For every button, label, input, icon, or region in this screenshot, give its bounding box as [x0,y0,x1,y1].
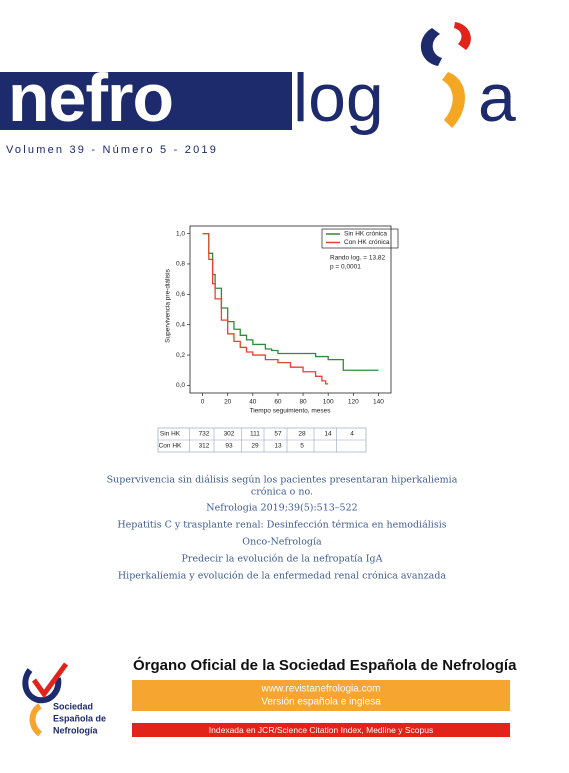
x-tick-label: 40 [249,399,257,406]
risk-table-cell: 29 [251,443,259,450]
legend-label: Sin HK crónica [344,231,387,238]
caption: Predecir la evolución de la nefropatía I… [182,554,383,565]
caption: Hiperkaliemia y evolución de la enfermed… [118,571,447,582]
y-tick-label: 1,0 [176,230,185,237]
edition: Versión española e inglesa [261,697,381,708]
index-band [132,723,510,737]
risk-table-cell: 93 [225,443,233,450]
risk-table-cell: 13 [274,443,282,450]
risk-table-cell: Sin HK [160,431,181,438]
url: www.revistanefrologia.com [261,684,381,695]
caption: Onco-Nefrología [242,537,322,548]
annotation: p = 0,0001 [330,264,361,271]
logo-band [0,72,292,130]
x-tick-label: 140 [373,399,384,406]
y-axis-label: Supervivencia pre-diálisis [165,268,172,342]
risk-table-cell: Con HK [159,443,182,450]
risk-table-cell: 5 [300,443,304,450]
caption: Hepatitis C y trasplante renal: Desinfec… [117,520,446,531]
logo-text: a [478,60,516,136]
x-tick-label: 60 [274,399,282,406]
society-name: Sociedad [53,701,93,711]
y-tick-label: 0,6 [176,291,185,298]
survival-curve [202,232,329,385]
logo-symbol [420,22,471,128]
legend-label: Con HK crónica [344,239,390,246]
captions: Supervivencia sin diálisis según los pac… [107,475,458,582]
x-tick-label: 0 [201,399,205,406]
society-name: Española de [53,713,106,723]
risk-table-cell: 312 [199,443,210,450]
official-title: Órgano Oficial de la Sociedad Española d… [133,656,517,674]
x-tick-label: 100 [323,399,334,406]
legend-box [321,228,399,249]
x-tick-label: 20 [224,399,232,406]
y-tick-label: 0,8 [176,261,185,268]
caption: Supervivencia sin diálisis según los pac… [107,475,458,486]
risk-table-cell: 732 [199,431,210,438]
x-axis-label: Tiempo seguimiento, meses [249,408,331,415]
risk-table-cell: 14 [324,431,332,438]
y-tick-label: 0,4 [176,321,185,328]
caption: Nefrologia 2019;39(5):513–522 [206,503,357,514]
issue: Volumen 39 - Número 5 - 2019 [6,144,218,156]
risk-table-cell: 4 [350,431,354,438]
x-tick-label: 80 [299,399,307,406]
risk-table-cell: 57 [274,431,282,438]
plot-frame [189,225,392,394]
annotation: Rando log. = 13,82 [330,255,385,262]
survival-curve [202,232,379,371]
logo-text: log [293,60,384,136]
society-logo: Sociedad Española de Nefrología [22,662,106,737]
risk-table-cell: 302 [224,431,235,438]
caption: crónica o no. [251,487,313,498]
y-tick-label: 0,2 [176,352,185,359]
society-name: Nefrología [53,725,98,735]
x-tick-label: 120 [348,399,359,406]
risk-table-cell: 111 [250,431,260,438]
logo-text: nefro [8,60,173,136]
index: Indexada en JCR/Science Citation Index, … [209,725,433,735]
figure: Rando log. = 13,82 p = 0,0001 Tiempo seg… [157,225,399,453]
y-tick-label: 0,0 [176,382,185,389]
url-band [132,680,510,711]
risk-table-cell: 28 [298,431,306,438]
